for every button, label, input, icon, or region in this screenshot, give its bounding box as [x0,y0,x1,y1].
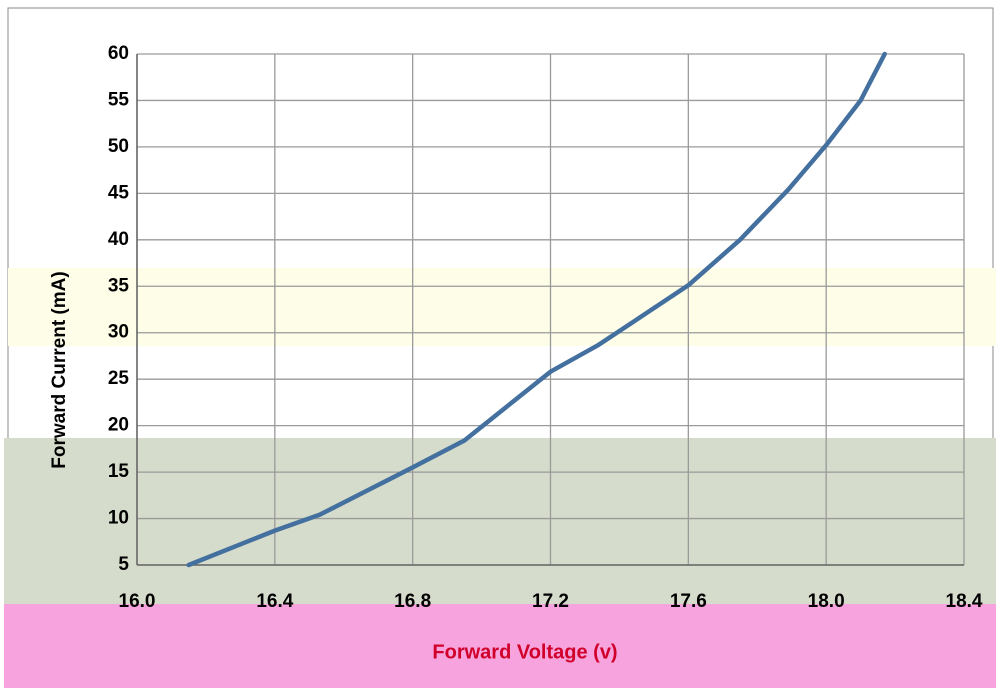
x-tick-label: 18.4 [946,591,983,612]
y-tick-label: 35 [108,275,130,296]
overlay-panel [4,604,996,688]
y-tick-label: 10 [108,508,129,529]
y-tick-label: 5 [118,554,129,575]
x-tick-label: 16.0 [119,591,156,612]
y-tick-label: 30 [108,322,129,343]
highlight-band [8,268,996,346]
plot-area: 5 10 15 20 25 30 35 40 45 50 55 60 16.0 16.4 16.8 17.2 1… [108,43,983,612]
y-tick-label: 15 [108,461,130,482]
x-tick-label: 16.4 [256,591,293,612]
y-tick-label: 55 [108,89,130,110]
y-axis-title: Forward Current (mA) [49,271,70,468]
data-line [186,51,887,568]
x-axis-title: Forward Voltage (v) [432,641,617,663]
x-tick-label: 16.8 [394,591,431,612]
x-tick-label: 17.6 [670,591,707,612]
y-tick-label: 25 [108,368,130,389]
x-tick-label: 18.0 [808,591,845,612]
y-tick-label: 20 [108,415,129,436]
overlay-panel [4,438,996,608]
y-tick-label: 50 [108,136,129,157]
y-tick-label: 45 [108,182,130,203]
x-tick-label: 17.2 [532,591,569,612]
y-tick-label: 40 [108,229,129,250]
y-tick-label: 60 [108,43,129,64]
